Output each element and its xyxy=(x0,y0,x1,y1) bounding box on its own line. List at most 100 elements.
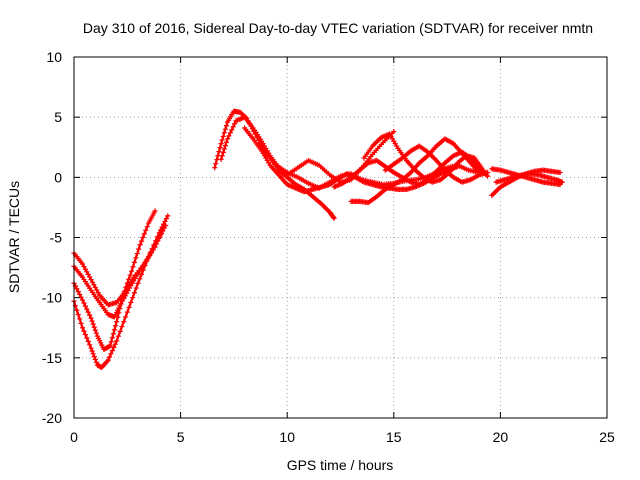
data-point xyxy=(114,338,120,344)
data-point xyxy=(81,300,87,306)
data-point xyxy=(130,264,136,270)
data-point xyxy=(74,307,80,313)
x-tick-label: 20 xyxy=(493,429,509,445)
data-point xyxy=(157,233,163,239)
data-point xyxy=(147,251,153,257)
data-point xyxy=(88,345,94,351)
data-point xyxy=(218,141,224,147)
x-tick-label: 0 xyxy=(70,429,78,445)
data-point xyxy=(75,289,81,295)
data-point xyxy=(223,122,230,129)
data-point xyxy=(130,295,136,301)
data-point xyxy=(106,343,112,350)
data-point xyxy=(219,137,225,143)
data-point xyxy=(232,121,238,127)
grid-layer xyxy=(74,57,607,418)
data-point xyxy=(131,290,138,296)
data-point xyxy=(112,323,119,329)
data-point xyxy=(152,208,158,214)
x-axis-label: GPS time / hours xyxy=(287,457,394,473)
data-point xyxy=(79,325,86,331)
series-trace-4 xyxy=(71,222,169,320)
data-point xyxy=(226,133,232,139)
data-point xyxy=(122,314,129,320)
data-point xyxy=(112,341,118,347)
data-point xyxy=(143,227,149,233)
y-tick-label: -20 xyxy=(42,410,62,426)
data-point xyxy=(114,319,120,325)
data-point xyxy=(216,149,222,155)
y-tick-label: -5 xyxy=(50,230,63,246)
data-point xyxy=(137,268,143,274)
series-trace-1 xyxy=(71,213,171,371)
data-point xyxy=(559,179,565,185)
data-point xyxy=(144,256,150,263)
data-point xyxy=(131,259,138,265)
x-tick-label: 10 xyxy=(279,429,295,445)
data-point xyxy=(118,301,124,307)
data-point xyxy=(93,330,99,336)
data-point xyxy=(144,224,150,230)
data-point xyxy=(140,262,146,268)
series-trace-15 xyxy=(493,171,565,185)
data-point xyxy=(94,287,100,293)
data-point xyxy=(212,165,218,171)
series-layer xyxy=(71,108,565,371)
data-point xyxy=(128,299,134,306)
data-point xyxy=(133,255,139,261)
data-point xyxy=(79,261,86,267)
data-point xyxy=(391,129,397,135)
data-point xyxy=(133,285,139,291)
data-point xyxy=(127,272,133,278)
data-point xyxy=(119,298,125,304)
data-point xyxy=(221,146,227,152)
data-point xyxy=(126,304,132,310)
data-point xyxy=(141,231,147,237)
chart-title: Day 310 of 2016, Sidereal Day-to-day VTE… xyxy=(83,20,593,36)
data-point xyxy=(124,309,130,315)
data-point xyxy=(220,133,226,140)
data-point xyxy=(75,311,81,318)
data-point xyxy=(229,127,235,133)
data-point xyxy=(138,271,145,278)
data-point xyxy=(105,357,111,363)
data-point xyxy=(227,130,233,136)
y-tick-label: -10 xyxy=(42,290,62,306)
data-point xyxy=(84,306,90,312)
data-point xyxy=(165,213,171,219)
data-point xyxy=(88,315,94,321)
x-tick-label: 25 xyxy=(599,429,615,445)
data-point xyxy=(78,320,84,326)
data-point xyxy=(91,354,97,360)
data-point xyxy=(111,344,117,351)
data-point xyxy=(138,265,145,271)
data-point xyxy=(331,215,337,221)
data-point xyxy=(82,266,88,272)
data-point xyxy=(85,271,91,278)
data-point xyxy=(153,241,159,247)
data-point xyxy=(485,169,491,176)
data-point xyxy=(121,319,127,325)
data-point xyxy=(219,153,225,159)
data-point xyxy=(89,279,96,285)
data-point xyxy=(134,250,140,257)
data-point xyxy=(163,222,169,229)
data-point xyxy=(81,328,87,334)
data-point xyxy=(110,331,117,337)
data-point xyxy=(91,324,97,330)
data-point xyxy=(136,246,142,252)
data-point xyxy=(87,312,93,318)
data-point xyxy=(150,246,156,252)
data-point xyxy=(85,309,91,315)
data-point xyxy=(84,269,90,275)
data-point xyxy=(90,321,96,327)
data-point xyxy=(106,354,113,360)
data-point xyxy=(142,259,148,265)
data-point xyxy=(122,293,128,299)
y-tick-label: -15 xyxy=(42,350,62,366)
data-point xyxy=(84,335,90,341)
data-point xyxy=(77,316,83,322)
data-point xyxy=(220,149,226,156)
data-point xyxy=(107,343,113,349)
